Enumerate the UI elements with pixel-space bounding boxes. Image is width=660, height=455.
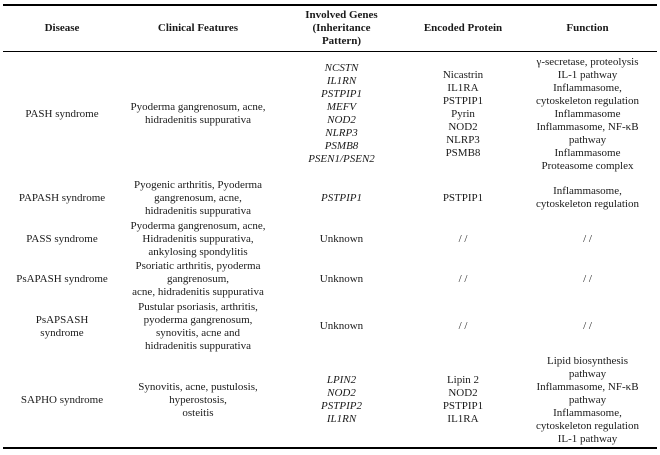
clinical-features-cell: Pyoderma gangrenosum, acne, hidradenitis…	[130, 101, 266, 127]
encoded-protein-cell: / /	[458, 320, 468, 332]
involved-genes-cell: Unknown	[319, 233, 364, 245]
function-cell: / /	[583, 233, 592, 245]
disease-cell: PASH syndrome	[25, 107, 99, 120]
involved-genes-cell: NCSTN IL1RN PSTPIP1 MEFV NOD2 NLRP3 PSMB…	[308, 62, 375, 166]
involved-genes-cell: Unknown	[319, 320, 364, 332]
disease-cell: PsAPASH syndrome	[16, 273, 108, 285]
col-header-disease: Disease	[3, 5, 121, 52]
function-cell: γ-secretase, proteolysis IL-1 pathway In…	[536, 55, 639, 172]
clinical-features-cell: Psoriatic arthritis, pyoderma gangrenosu…	[132, 260, 264, 298]
disease-cell: SAPHO syndrome	[20, 393, 104, 406]
table-row-psapash: PsAPASH syndrome Psoriatic arthritis, py…	[3, 260, 657, 300]
encoded-protein-cell: / /	[458, 233, 468, 245]
clinical-features-cell: Pustular psoriasis, arthritis, pyoderma …	[138, 300, 258, 352]
col-header-clinical-features: Clinical Features	[121, 5, 275, 52]
involved-genes-cell: Unknown	[319, 273, 364, 285]
clinical-features-cell: Pyoderma gangrenosum, acne, Hidradenitis…	[130, 220, 266, 258]
encoded-protein-cell: Nicastrin IL1RA PSTPIP1 Pyrin NOD2 NLRP3…	[442, 68, 484, 159]
disease-cell: PASS syndrome	[26, 233, 98, 245]
disease-cell: PsAPSASH syndrome	[35, 313, 89, 339]
function-cell: / /	[583, 273, 592, 285]
involved-genes-cell: PSTPIP1	[321, 191, 362, 204]
encoded-protein-cell: PSTPIP1	[442, 191, 484, 204]
clinical-features-cell: Pyogenic arthritis, Pyoderma gangrenosum…	[133, 178, 262, 217]
table-row-pash: PASH syndrome Pyoderma gangrenosum, acne…	[3, 52, 657, 177]
function-cell: Inflammasome, cytoskeleton regulation	[536, 185, 639, 210]
table-row-psapsash: PsAPSASH syndrome Pustular psoriasis, ar…	[3, 300, 657, 354]
table-row-pass: PASS syndrome Pyoderma gangrenosum, acne…	[3, 220, 657, 260]
function-cell: Lipid biosynthesis pathway Inflammasome,…	[536, 354, 639, 445]
disease-cell: PAPASH syndrome	[18, 191, 106, 204]
encoded-protein-cell: / /	[458, 273, 468, 285]
table-row-papash: PAPASH syndrome Pyogenic arthritis, Pyod…	[3, 177, 657, 220]
clinical-features-cell: Synovitis, acne, pustulosis, hyperostosi…	[138, 380, 258, 419]
col-header-function: Function	[518, 5, 657, 52]
table-header-row: Disease Clinical Features Involved Genes…	[3, 5, 657, 52]
table-row-sapho: SAPHO syndrome Synovitis, acne, pustulos…	[3, 354, 657, 448]
syndromes-table: Disease Clinical Features Involved Genes…	[3, 4, 657, 449]
involved-genes-cell: LPIN2 NOD2 PSTPIP2 IL1RN	[321, 374, 362, 425]
col-header-involved-genes: Involved Genes (Inheritance Pattern)	[275, 5, 408, 52]
col-header-encoded-protein: Encoded Protein	[408, 5, 518, 52]
encoded-protein-cell: Lipin 2 NOD2 PSTPIP1 IL1RA	[442, 374, 484, 425]
function-cell: / /	[583, 320, 592, 332]
